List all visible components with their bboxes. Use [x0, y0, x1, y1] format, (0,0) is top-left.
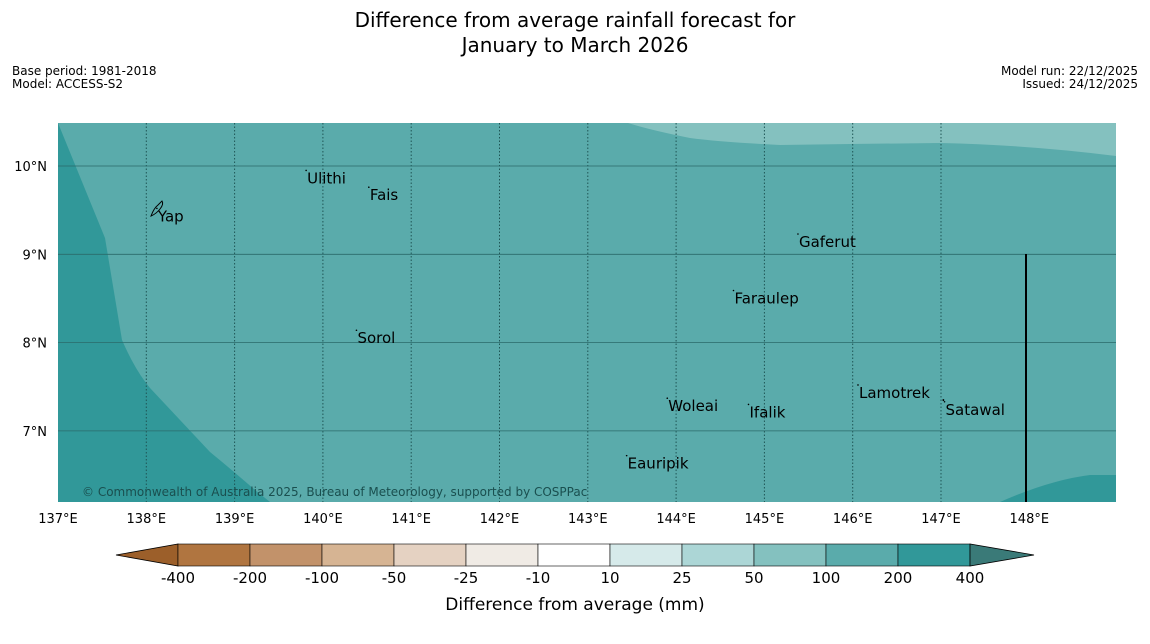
colorbar-tick-labels: -400 -200 -100 -50 -25 -10 10 25 50 100 200 400 — [161, 569, 984, 587]
place-label-satawal: Satawal — [946, 401, 1005, 419]
colorbar-label: 400 — [956, 569, 985, 587]
longitude-tick-labels: 137°E 138°E 139°E 140°E 141°E 142°E 143°E 144°E… — [38, 512, 1049, 527]
place-marker — [156, 207, 158, 210]
place-label-ulithi: Ulithi — [307, 169, 346, 187]
place-marker — [355, 329, 358, 332]
colorbar-extend-low — [115, 543, 179, 567]
colorbar-label: 50 — [744, 569, 763, 587]
latitude-label: 10°N — [14, 160, 47, 175]
longitude-label: 145°E — [745, 512, 785, 527]
rainfall-field-100-200 — [58, 123, 1116, 502]
longitude-label: 142°E — [480, 512, 520, 527]
colorbar-label: -400 — [161, 569, 195, 587]
longitude-label: 140°E — [303, 512, 343, 527]
graticule — [58, 123, 1116, 502]
longitude-label: 146°E — [833, 512, 873, 527]
place-label-eauripik: Eauripik — [628, 455, 689, 473]
model-name: Model: ACCESS-S2 — [12, 77, 124, 91]
place-label-sorol: Sorol — [357, 329, 395, 347]
place-marker — [368, 186, 370, 188]
rainfall-field-200-400-west — [58, 123, 270, 502]
latitude-label: 7°N — [23, 425, 48, 440]
title-line-1: Difference from average rainfall forecas… — [354, 8, 796, 32]
place-label-lamotrek: Lamotrek — [859, 384, 930, 402]
yap-island — [150, 200, 164, 217]
rainfall-field-50-100-north — [628, 123, 1116, 156]
longitude-label: 139°E — [215, 512, 255, 527]
map-title: Difference from average rainfall forecas… — [0, 8, 1150, 58]
model-run: Model run: 22/12/2025 — [1000, 64, 1138, 78]
colorbar-label: 10 — [600, 569, 619, 587]
place-label-ifalik: Ifalik — [750, 403, 786, 421]
place-marker — [666, 397, 669, 400]
colorbar-extend-high — [969, 543, 1035, 567]
place-label-woleai: Woleai — [668, 397, 718, 415]
colorbar-segment — [393, 543, 467, 567]
colorbar-label: -200 — [233, 569, 267, 587]
colorbar-segment — [825, 543, 899, 567]
colorbar-segment — [465, 543, 539, 567]
meta-left: Base period: 1981-2018 Model: ACCESS-S2 — [12, 65, 157, 91]
place-labels: Ulithi Fais Yap Gaferut Faraulep Sorol Lamotre… — [156, 169, 1005, 473]
place-marker — [797, 233, 799, 235]
place-label-fais: Fais — [370, 186, 399, 204]
colorbar-label: 25 — [672, 569, 691, 587]
place-marker — [747, 403, 750, 406]
title-line-2: January to March 2026 — [461, 33, 689, 57]
place-marker — [732, 289, 735, 292]
colorbar-segment — [681, 543, 755, 567]
colorbar-segment — [249, 543, 323, 567]
colorbar-segment — [537, 543, 611, 567]
longitude-label: 143°E — [568, 512, 608, 527]
place-marker — [305, 169, 307, 172]
map-area: Ulithi Fais Yap Gaferut Faraulep Sorol Lamotre… — [58, 123, 1116, 502]
latitude-label: 8°N — [23, 337, 48, 352]
colorbar — [115, 543, 1035, 567]
colorbar-label: 200 — [884, 569, 913, 587]
copyright-text: © Commonwealth of Australia 2025, Bureau… — [82, 485, 587, 499]
longitude-label: 141°E — [391, 512, 431, 527]
colorbar-label: 100 — [812, 569, 841, 587]
latitude-label: 9°N — [23, 248, 48, 263]
place-label-yap: Yap — [157, 207, 184, 225]
longitude-label: 148°E — [1010, 512, 1050, 527]
colorbar-segment — [897, 543, 971, 567]
place-label-gaferut: Gaferut — [799, 233, 856, 251]
longitude-label: 147°E — [921, 512, 961, 527]
base-period: Base period: 1981-2018 — [12, 64, 157, 78]
colorbar-segment — [177, 543, 251, 567]
rainfall-field-200-400-southeast — [1000, 475, 1116, 502]
place-marker — [857, 384, 859, 386]
place-marker — [943, 400, 946, 403]
colorbar-label: -25 — [454, 569, 479, 587]
colorbar-label: -10 — [526, 569, 551, 587]
colorbar-segment — [753, 543, 827, 567]
colorbar-label: -100 — [305, 569, 339, 587]
place-marker — [625, 454, 628, 457]
place-label-faraulep: Faraulep — [734, 290, 798, 308]
longitude-label: 138°E — [127, 512, 167, 527]
issued-date: Issued: 24/12/2025 — [1022, 77, 1138, 91]
longitude-label: 144°E — [656, 512, 696, 527]
colorbar-label: -50 — [382, 569, 407, 587]
latitude-tick-labels: 10°N 9°N 8°N 7°N — [14, 160, 47, 440]
colorbar-title: Difference from average (mm) — [445, 595, 704, 615]
longitude-label: 137°E — [38, 512, 78, 527]
colorbar-segment — [609, 543, 683, 567]
meta-right: Model run: 22/12/2025 Issued: 24/12/2025 — [1001, 65, 1138, 91]
lamotrek-extra-dot: . — [941, 387, 946, 405]
colorbar-segment — [321, 543, 395, 567]
